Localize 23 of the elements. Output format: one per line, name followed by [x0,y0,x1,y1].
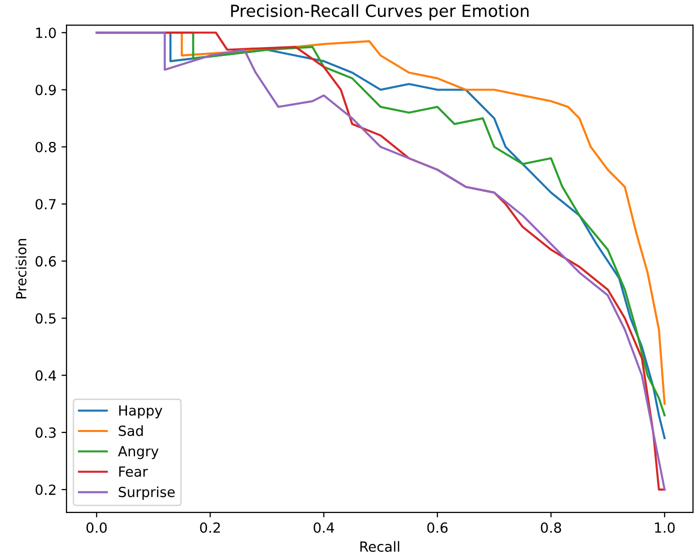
x-tick-label: 0.4 [314,522,334,533]
y-tick-label: 0.3 [36,427,56,438]
x-axis-title: Recall [360,541,400,552]
legend-label: Fear [119,466,148,477]
y-tick-label: 0.5 [36,313,56,324]
y-tick-label: 0.6 [36,256,56,267]
y-tick-label: 0.9 [36,84,56,96]
y-tick-label: 0.7 [36,198,56,210]
chart-title: Precision-Recall Curves per Emotion [231,4,529,20]
x-tick-label: 0.8 [540,522,562,533]
legend-label: Surprise [118,486,175,500]
x-tick-label: 0.0 [86,522,107,533]
y-tick-label: 0.2 [36,484,56,496]
legend-label: Sad [118,425,143,436]
y-axis-title: Precision [16,238,26,298]
x-tick-label: 1.0 [655,522,675,533]
x-tick-label: 0.2 [200,522,220,533]
legend-label: Angry [118,446,159,460]
y-tick-label: 1.0 [36,28,56,38]
y-tick-label: 0.8 [36,142,56,152]
x-tick-label: 0.6 [427,522,448,533]
y-tick-label: 0.4 [36,370,56,381]
legend-label: Happy [119,405,162,418]
